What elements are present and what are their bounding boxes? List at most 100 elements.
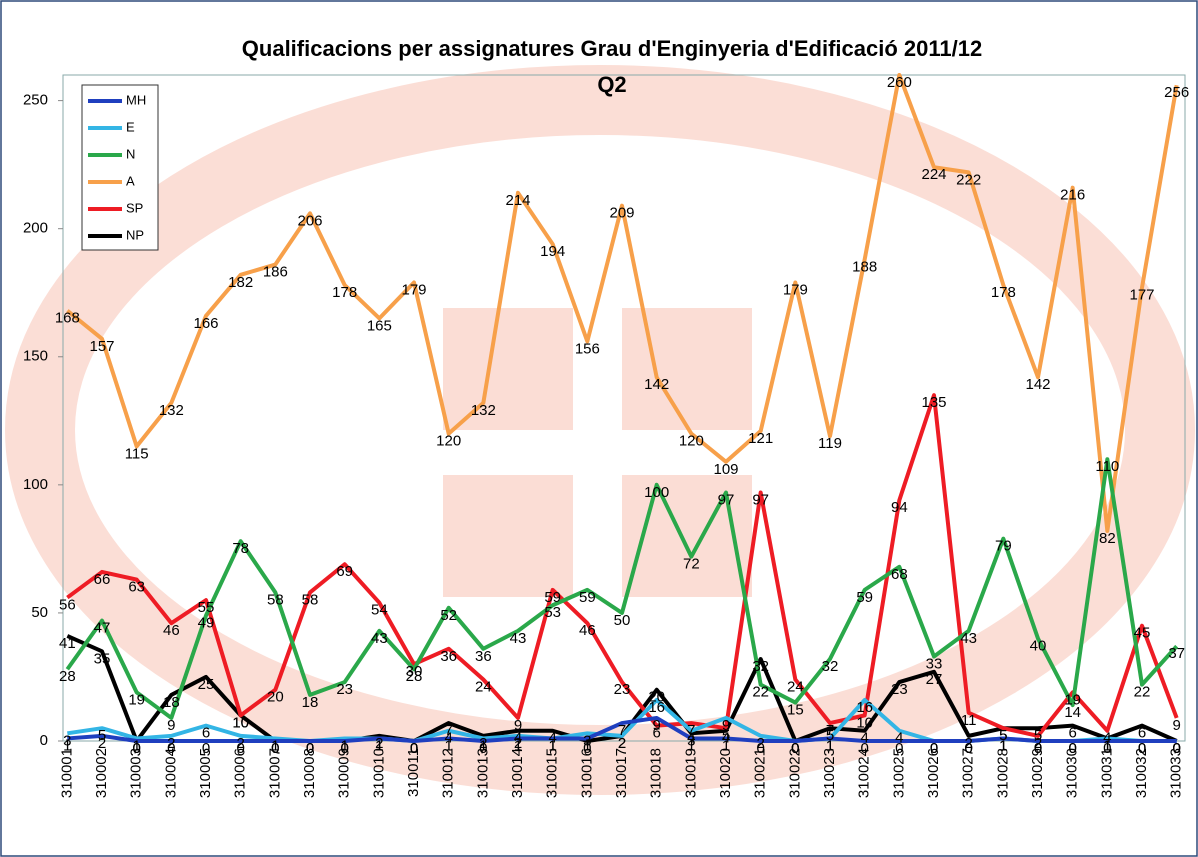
x-tick-label: 310022 [786, 748, 803, 798]
data-label: 1 [548, 737, 556, 754]
x-tick-label: 310024 [856, 748, 873, 798]
data-label: 24 [787, 678, 804, 695]
series-line [65, 457, 1179, 720]
data-label: 7 [444, 722, 452, 739]
data-label: 135 [921, 394, 946, 411]
data-label: 132 [159, 402, 184, 419]
data-label: 3 [687, 732, 695, 749]
series-line [67, 715, 1177, 743]
data-label: 6 [1068, 725, 1076, 742]
data-label: 4 [722, 730, 730, 747]
data-label: 4 [444, 730, 452, 747]
data-label: 1 [375, 737, 383, 754]
x-tick-label: 310012 [440, 748, 457, 798]
data-label: 1 [583, 737, 591, 754]
x-tick-label: 310020 [717, 748, 734, 798]
data-label: 0 [791, 740, 799, 757]
data-label: 1 [1103, 737, 1111, 754]
data-label: 178 [991, 284, 1016, 301]
data-label: 4 [548, 730, 556, 747]
data-label: 14 [1064, 704, 1081, 721]
data-label: 260 [887, 74, 912, 91]
x-tick-label: 310019 [682, 748, 699, 798]
x-tick-label: 310009 [336, 748, 353, 798]
data-label: 1 [514, 737, 522, 754]
data-label: 66 [94, 571, 111, 588]
series-line [66, 73, 1179, 533]
data-label: 23 [336, 681, 353, 698]
data-label: 33 [926, 655, 943, 672]
data-label: 224 [921, 166, 946, 183]
y-tick-label: 50 [31, 604, 48, 621]
data-label: 182 [228, 274, 253, 291]
data-label: 25 [198, 676, 215, 693]
data-label: 9 [652, 717, 660, 734]
data-label: 5 [826, 727, 834, 744]
data-label: 4 [1103, 730, 1111, 747]
data-label: 32 [822, 658, 839, 675]
data-label: 41 [59, 635, 76, 652]
data-label: 27 [926, 671, 943, 688]
data-label: 32 [752, 658, 769, 675]
data-label: 54 [371, 602, 388, 619]
data-label: 0 [860, 740, 868, 757]
data-label: 1 [340, 737, 348, 754]
data-label: 0 [791, 740, 799, 757]
data-label: 28 [406, 668, 423, 685]
data-label: 94 [891, 499, 908, 516]
data-label: 97 [752, 491, 769, 508]
data-label: 53 [544, 604, 561, 621]
data-label: 59 [544, 589, 561, 606]
data-label: 82 [1099, 530, 1116, 547]
legend-label: E [126, 119, 135, 134]
y-tick-label: 0 [40, 732, 48, 749]
x-tick-label: 310005 [197, 748, 214, 798]
legend-label: MH [126, 92, 146, 107]
data-label: 0 [930, 740, 938, 757]
data-label: 119 [818, 435, 842, 452]
data-label: 0 [132, 740, 140, 757]
data-label: 0 [1138, 740, 1146, 757]
data-label: 45 [1134, 625, 1151, 642]
x-tick-label: 310006 [232, 748, 249, 798]
x-tick-label: 310025 [890, 748, 907, 798]
data-label: 3 [583, 732, 591, 749]
data-label: 4 [895, 730, 903, 747]
data-label: 22 [1134, 684, 1151, 701]
data-label: 5 [1034, 727, 1042, 744]
data-label: 4 [860, 730, 868, 747]
x-tick-label: 310004 [162, 748, 179, 798]
data-label: 179 [783, 281, 808, 298]
data-label: 0 [410, 740, 418, 757]
x-tick-label: 310015 [544, 748, 561, 798]
y-tick-label: 150 [23, 348, 48, 365]
data-label: 115 [125, 445, 149, 462]
data-label: 0 [167, 740, 175, 757]
x-tick-label: 310017 [613, 748, 630, 798]
data-label: 0 [271, 740, 279, 757]
data-label: 179 [401, 281, 426, 298]
data-label: 5 [999, 727, 1007, 744]
x-tick-label: 310011 [405, 748, 422, 797]
data-label: 0 [791, 740, 799, 757]
legend-label: NP [126, 227, 144, 242]
data-label: 19 [1064, 691, 1081, 708]
data-label: 0 [410, 740, 418, 757]
legend-label: N [126, 146, 135, 161]
data-label: 142 [644, 376, 669, 393]
data-label: 23 [614, 681, 631, 698]
x-tick-label: 310010 [370, 748, 387, 798]
data-label: 2 [98, 735, 106, 752]
data-label: 97 [718, 491, 735, 508]
data-label: 2 [167, 735, 175, 752]
data-label: 178 [332, 284, 357, 301]
data-label: 36 [475, 648, 492, 665]
x-tick-label: 310016 [578, 748, 595, 798]
legend [81, 84, 159, 251]
x-tick-label: 310013 [474, 748, 491, 798]
data-label: 0 [306, 740, 314, 757]
data-label: 1 [444, 737, 452, 754]
x-tick-label: 310021 [752, 748, 769, 798]
data-label: 46 [579, 622, 596, 639]
y-tick-label: 100 [23, 476, 48, 493]
